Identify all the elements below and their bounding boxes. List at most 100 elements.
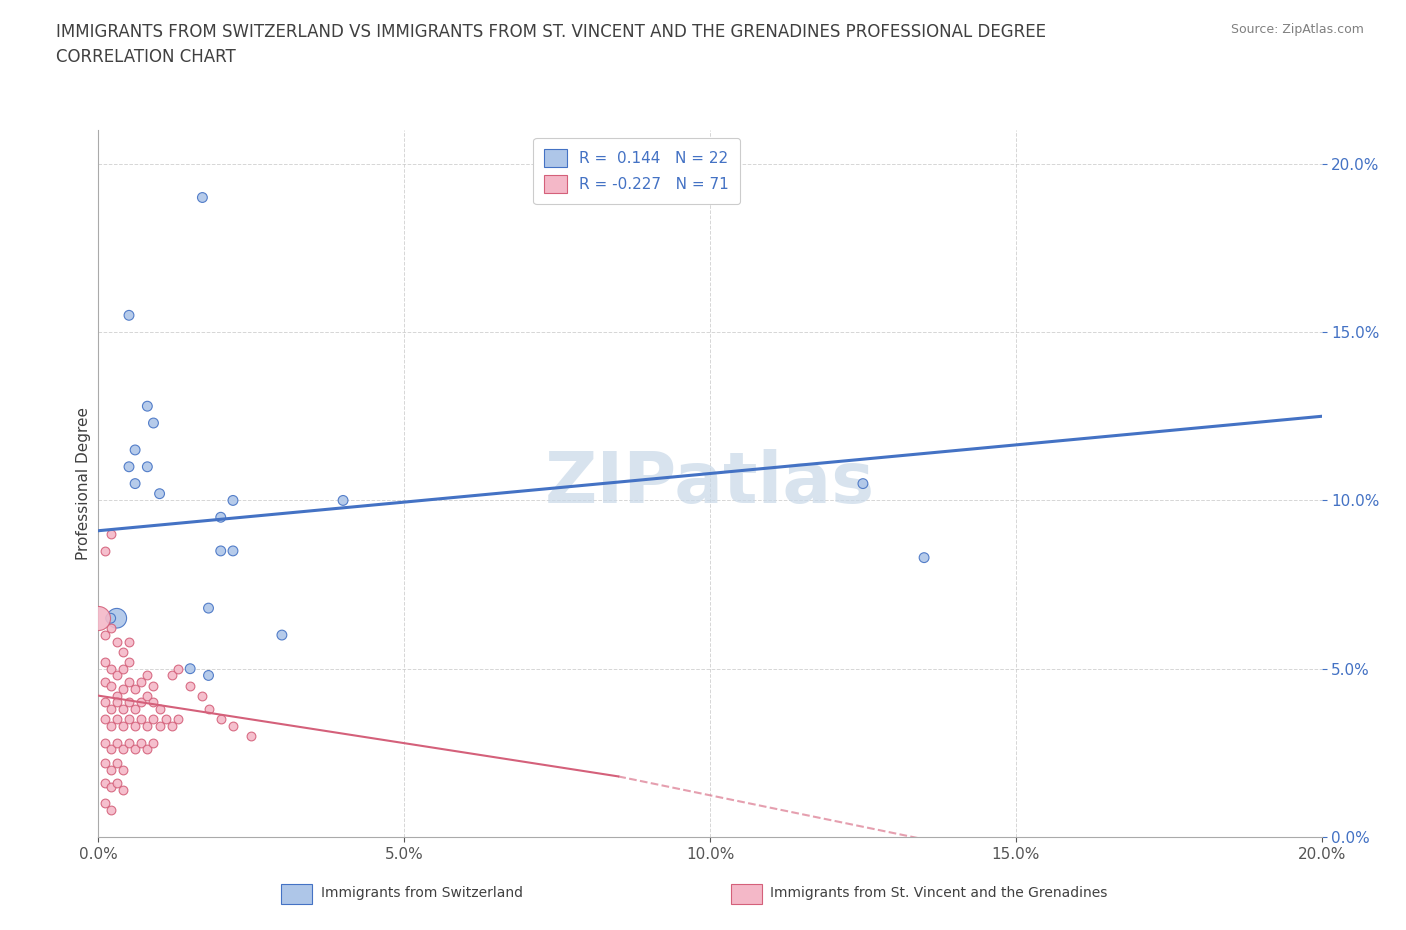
Point (111, 682, 134, 697)
Point (191, 688, 214, 703)
Point (118, 655, 141, 670)
Point (124, 476, 146, 491)
Point (93, 628, 115, 643)
Point (105, 695, 128, 710)
Point (118, 711, 141, 726)
Point (136, 399, 159, 414)
Point (167, 661, 190, 676)
Point (124, 682, 146, 697)
Point (118, 736, 141, 751)
Point (142, 695, 165, 710)
Y-axis label: Professional Degree: Professional Degree (76, 407, 91, 560)
Point (209, 543, 232, 558)
Point (105, 755, 128, 770)
Point (142, 736, 165, 751)
Point (136, 459, 159, 474)
Point (118, 634, 141, 649)
Point (93, 711, 115, 726)
Point (105, 711, 128, 726)
Point (160, 719, 183, 734)
Point (93, 796, 115, 811)
Text: Immigrants from St. Vincent and the Grenadines: Immigrants from St. Vincent and the Gren… (770, 885, 1108, 900)
Text: CORRELATION CHART: CORRELATION CHART (56, 48, 236, 66)
Point (93, 736, 115, 751)
Point (142, 711, 165, 726)
Point (93, 695, 115, 710)
Point (129, 711, 152, 726)
Point (111, 742, 134, 757)
Point (136, 688, 159, 703)
Point (912, 551, 935, 565)
Point (167, 711, 190, 726)
Point (111, 782, 134, 797)
Point (142, 416, 165, 431)
Point (222, 543, 245, 558)
Point (197, 701, 219, 716)
Point (118, 459, 141, 474)
Point (142, 678, 165, 693)
Point (149, 701, 172, 716)
Point (129, 695, 152, 710)
Point (93, 543, 115, 558)
Point (100, 763, 122, 777)
Point (93, 675, 115, 690)
Point (118, 695, 141, 710)
Point (222, 493, 245, 508)
Point (100, 661, 122, 676)
Point (191, 190, 214, 205)
Text: Source: ZipAtlas.com: Source: ZipAtlas.com (1230, 23, 1364, 36)
Point (124, 701, 146, 716)
Point (105, 611, 128, 626)
Point (100, 678, 122, 693)
Legend: R =  0.144   N = 22, R = -0.227   N = 71: R = 0.144 N = 22, R = -0.227 N = 71 (533, 138, 740, 205)
Point (160, 668, 183, 683)
Text: Immigrants from Switzerland: Immigrants from Switzerland (321, 885, 523, 900)
Point (124, 742, 146, 757)
Point (105, 736, 128, 751)
Point (209, 510, 232, 525)
Point (105, 688, 128, 703)
Point (155, 711, 177, 726)
Point (197, 668, 219, 683)
Point (197, 601, 219, 616)
Text: ZIPatlas: ZIPatlas (546, 449, 875, 518)
Point (118, 675, 141, 690)
Point (100, 779, 122, 794)
Point (149, 719, 172, 734)
Point (136, 668, 159, 683)
Point (100, 803, 122, 817)
Point (93, 776, 115, 790)
Point (100, 611, 122, 626)
Point (105, 668, 128, 683)
Point (209, 711, 232, 726)
Point (149, 486, 172, 501)
Point (93, 755, 115, 770)
Point (93, 655, 115, 670)
Point (124, 443, 146, 458)
Point (129, 675, 152, 690)
Point (105, 776, 128, 790)
Point (100, 621, 122, 636)
Point (100, 701, 122, 716)
Text: IMMIGRANTS FROM SWITZERLAND VS IMMIGRANTS FROM ST. VINCENT AND THE GRENADINES PR: IMMIGRANTS FROM SWITZERLAND VS IMMIGRANT… (56, 23, 1046, 41)
Point (179, 678, 201, 693)
Point (124, 719, 146, 734)
Point (240, 728, 263, 743)
Point (105, 634, 128, 649)
Point (100, 719, 122, 734)
Point (222, 719, 245, 734)
Point (111, 701, 134, 716)
Point (136, 742, 159, 757)
Point (111, 719, 134, 734)
Point (332, 493, 354, 508)
Point (129, 736, 152, 751)
Point (270, 628, 292, 643)
Point (100, 526, 122, 541)
Point (111, 644, 134, 659)
Point (87, 611, 110, 626)
Point (852, 476, 875, 491)
Point (100, 742, 122, 757)
Point (136, 719, 159, 734)
Point (111, 763, 134, 777)
Point (179, 661, 201, 676)
